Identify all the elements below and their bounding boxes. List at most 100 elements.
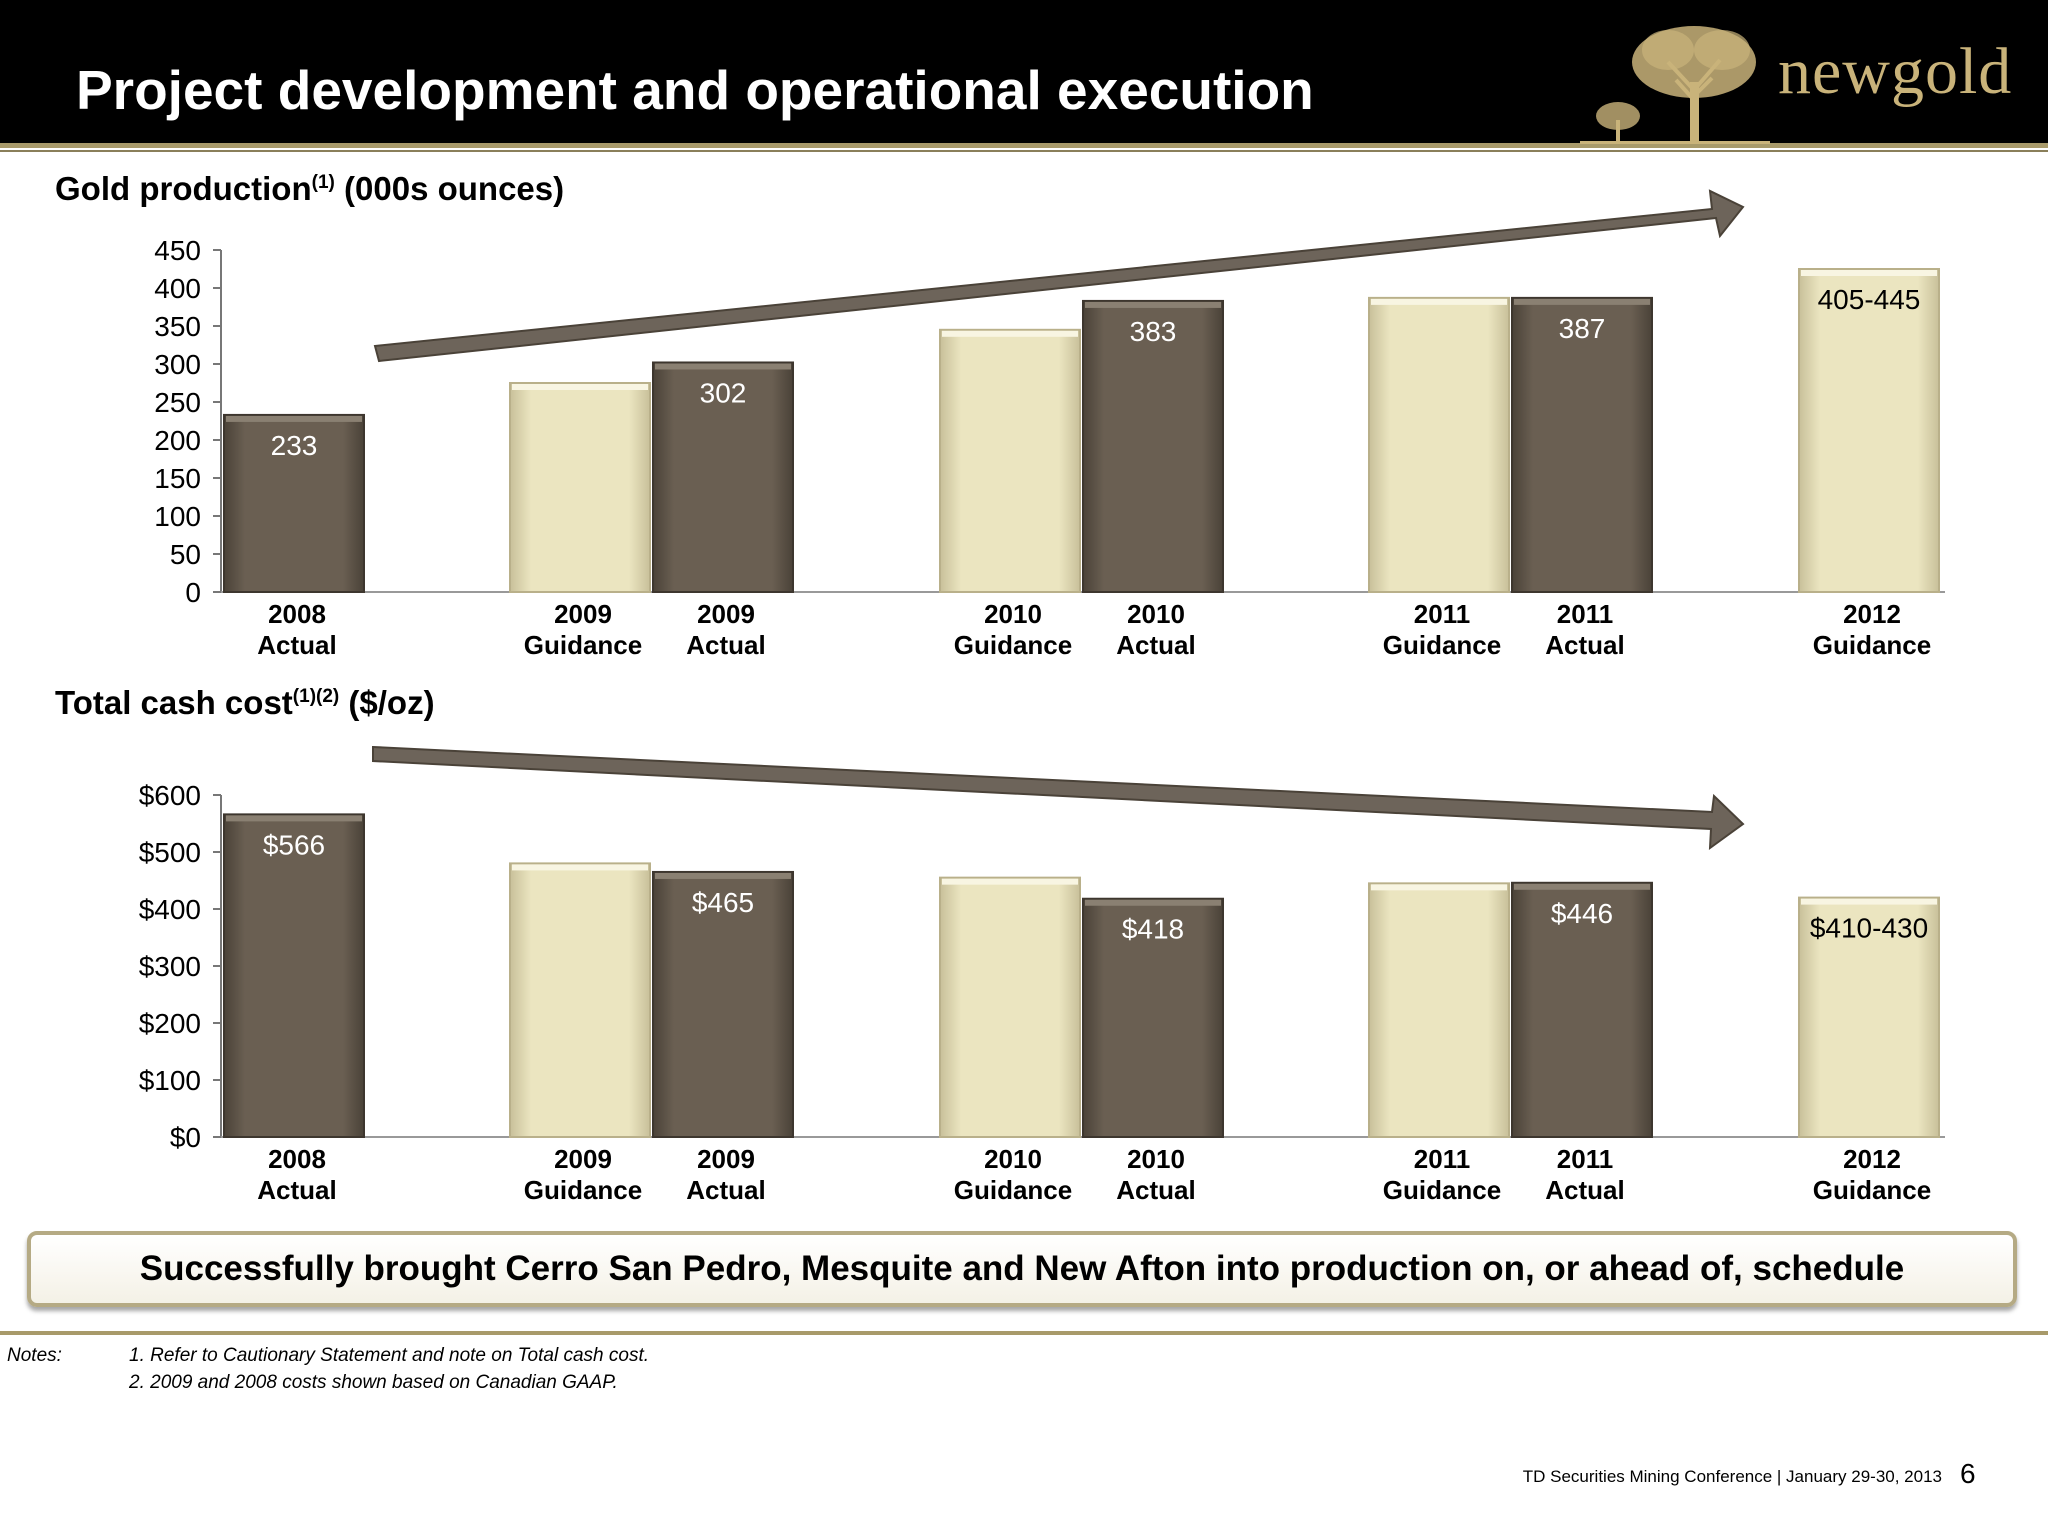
- y-tick-label: 150: [154, 463, 201, 494]
- notes-label: Notes:: [7, 1345, 62, 1366]
- bar-top-bevel: [1085, 899, 1221, 906]
- category-label: Guidance: [954, 1175, 1072, 1205]
- tree-logo-icon: [1580, 26, 1770, 144]
- category-label: 2012: [1843, 599, 1901, 629]
- y-tick-label: 100: [154, 501, 201, 532]
- y-tick-label: 250: [154, 387, 201, 418]
- category-label: Guidance: [1383, 1175, 1501, 1205]
- y-tick-label: 0: [185, 577, 201, 608]
- y-tick-label: $500: [139, 837, 201, 868]
- bar-top-bevel: [1801, 270, 1937, 276]
- category-label: 2011: [1414, 1144, 1470, 1174]
- category-label: 2011: [1557, 1144, 1613, 1174]
- gold-production-chart: 0501001502002503003504004502332008Actual…: [154, 189, 1945, 660]
- bar-2010-guidance: [939, 328, 1081, 594]
- category-label: Actual: [1116, 630, 1195, 660]
- bar-2009-guidance: [509, 862, 651, 1138]
- bar-2008-actual: [223, 813, 365, 1138]
- bar-2010-guidance: [939, 876, 1081, 1138]
- trend-arrow: [372, 745, 1745, 851]
- bar-2011-guidance: [1368, 296, 1510, 593]
- category-label: Guidance: [524, 630, 642, 660]
- y-tick-label: $100: [139, 1065, 201, 1096]
- bar-2008-actual: [223, 413, 365, 593]
- category-label: 2008: [268, 599, 326, 629]
- bar-2010-actual: [1082, 897, 1224, 1138]
- bar-2009-actual: [652, 361, 794, 593]
- category-label: Actual: [686, 630, 765, 660]
- category-label: Actual: [1545, 1175, 1624, 1205]
- conference-footer: TD Securities Mining Conference | Januar…: [1522, 1467, 1942, 1486]
- data-label: 405-445: [1818, 284, 1921, 315]
- data-label: 302: [700, 377, 747, 408]
- y-tick-label: 400: [154, 273, 201, 304]
- category-label: 2009: [697, 599, 755, 629]
- bar-top-bevel: [1371, 298, 1507, 305]
- category-label: Guidance: [1813, 630, 1931, 660]
- cash-cost-chart: $0$100$200$300$400$500$600$5662008Actual…: [139, 745, 1945, 1205]
- bar-top-bevel: [1514, 298, 1650, 305]
- chart-2-title: Total cash cost(1)(2) ($/oz): [55, 684, 435, 721]
- bar-top-bevel: [655, 872, 791, 879]
- note-2: 2. 2009 and 2008 costs shown based on Ca…: [129, 1372, 618, 1393]
- bar-2010-actual: [1082, 299, 1224, 593]
- category-label: 2009: [554, 1144, 612, 1174]
- category-label: Actual: [257, 630, 336, 660]
- bar-2009-actual: [652, 870, 794, 1138]
- data-label: $446: [1551, 898, 1613, 929]
- y-tick-label: $300: [139, 951, 201, 982]
- y-tick-label: 300: [154, 349, 201, 380]
- y-tick-label: 450: [154, 235, 201, 266]
- category-label: Guidance: [954, 630, 1072, 660]
- y-tick-label: 350: [154, 311, 201, 342]
- category-label: Actual: [686, 1175, 765, 1205]
- y-tick-label: $400: [139, 894, 201, 925]
- bar-2012-guidance: [1798, 268, 1940, 593]
- bar-2011-guidance: [1368, 882, 1510, 1138]
- data-label: 233: [271, 430, 318, 461]
- y-tick-label: 50: [170, 539, 201, 570]
- header-divider-thin: [0, 150, 2048, 152]
- y-tick-label: $200: [139, 1008, 201, 1039]
- slide-title: Project development and operational exec…: [76, 59, 1314, 121]
- category-label: Actual: [1545, 630, 1624, 660]
- bar-2011-actual: [1511, 296, 1653, 593]
- category-label: 2010: [1127, 1144, 1185, 1174]
- data-label: $465: [692, 887, 754, 918]
- category-label: 2009: [554, 599, 612, 629]
- category-label: 2009: [697, 1144, 755, 1174]
- bar-top-bevel: [226, 815, 362, 822]
- category-label: 2010: [1127, 599, 1185, 629]
- category-label: 2010: [984, 599, 1042, 629]
- bar-2012-guidance: [1798, 896, 1940, 1138]
- category-label: Guidance: [1383, 630, 1501, 660]
- data-label: 383: [1130, 316, 1177, 347]
- logo-text: newgold: [1778, 35, 2013, 108]
- note-1: 1. Refer to Cautionary Statement and not…: [129, 1345, 649, 1366]
- bar-top-bevel: [512, 384, 648, 390]
- bar-2011-actual: [1511, 881, 1653, 1138]
- y-tick-label: $600: [139, 780, 201, 811]
- bar-top-bevel: [1514, 883, 1650, 890]
- bar-top-bevel: [1801, 898, 1937, 905]
- bar-2009-guidance: [509, 382, 651, 593]
- footer-divider: [0, 1331, 2048, 1335]
- bar-top-bevel: [1371, 884, 1507, 891]
- category-label: Guidance: [524, 1175, 642, 1205]
- bar-top-bevel: [1085, 301, 1221, 308]
- chart-1-title: Gold production(1) (000s ounces): [55, 170, 565, 207]
- callout-box: Successfully brought Cerro San Pedro, Me…: [27, 1231, 2017, 1307]
- bar-top-bevel: [942, 878, 1078, 885]
- y-tick-label: 200: [154, 425, 201, 456]
- bar-top-bevel: [226, 415, 362, 422]
- data-label: $566: [263, 829, 325, 860]
- category-label: Actual: [1116, 1175, 1195, 1205]
- category-label: 2012: [1843, 1144, 1901, 1174]
- data-label: 387: [1559, 313, 1606, 344]
- category-label: Actual: [257, 1175, 336, 1205]
- y-tick-label: $0: [170, 1122, 201, 1153]
- data-label: $418: [1122, 914, 1184, 945]
- bar-top-bevel: [512, 864, 648, 871]
- data-label: $410-430: [1810, 913, 1928, 944]
- bar-top-bevel: [655, 363, 791, 370]
